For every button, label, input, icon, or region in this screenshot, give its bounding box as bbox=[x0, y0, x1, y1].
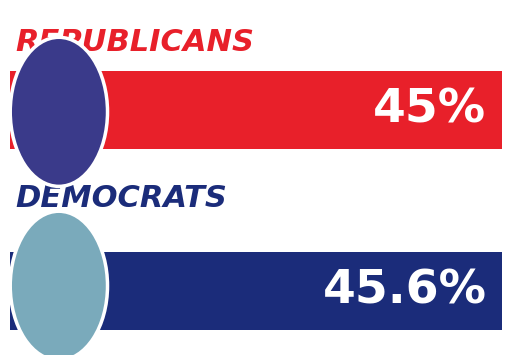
Text: DEMOCRATS: DEMOCRATS bbox=[15, 184, 227, 213]
Ellipse shape bbox=[10, 211, 108, 355]
FancyBboxPatch shape bbox=[10, 252, 502, 330]
Ellipse shape bbox=[10, 37, 108, 186]
Text: 45%: 45% bbox=[373, 88, 486, 132]
Text: REPUBLICANS: REPUBLICANS bbox=[15, 28, 254, 57]
FancyBboxPatch shape bbox=[10, 71, 502, 149]
Text: 45.6%: 45.6% bbox=[323, 269, 486, 313]
